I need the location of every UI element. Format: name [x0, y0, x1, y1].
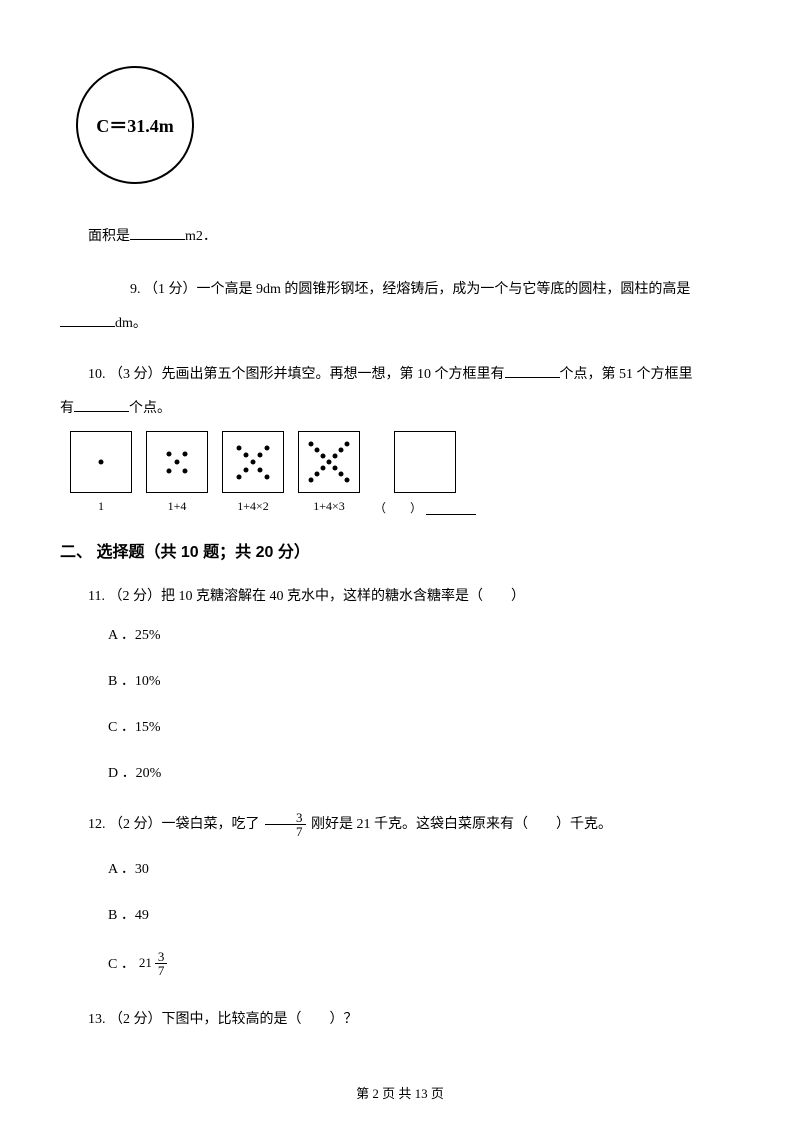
q12-b: B ．49 — [108, 904, 740, 924]
pattern-2-label: 1+4 — [168, 499, 187, 514]
q13: 13. （2 分）下图中，比较高的是（ ）？ — [60, 1003, 740, 1037]
q11: 11. （2 分）把 10 克糖溶解在 40 克水中，这样的糖水含糖率是（ ） — [60, 580, 740, 614]
q9-text: （1 分）一个高是 9dm 的圆锥形钢坯，经熔铸后，成为一个与它等底的圆柱，圆柱… — [144, 282, 690, 297]
circle-figure: C＝31.4m — [70, 60, 740, 195]
q8-unit: m2． — [185, 229, 217, 244]
q10: 10. （3 分）先画出第五个图形并填空。再想一想，第 10 个方框里有 个点，第… — [60, 358, 740, 425]
q10-text-c: 有 — [60, 401, 74, 416]
q11-a: A ．25% — [108, 624, 740, 644]
pattern-5-blank — [426, 501, 476, 515]
q8-area-line: 面积是 m2． — [88, 225, 740, 245]
pattern-row: 1 1+4 1+4×2 1+4×3 — [70, 431, 740, 516]
q11-b: B ．10% — [108, 670, 740, 690]
q10-text-d: 个点。 — [129, 401, 171, 416]
q12-fraction: 37 — [265, 811, 306, 838]
pattern-3-label: 1+4×2 — [237, 499, 269, 514]
q10-text-b: 个点，第 51 个方框里 — [560, 367, 693, 382]
q11-c: C ．15% — [108, 716, 740, 736]
circle-label: C＝31.4m — [96, 116, 174, 136]
pattern-4-label: 1+4×3 — [313, 499, 345, 514]
pattern-3: 1+4×2 — [222, 431, 284, 514]
q9-blank — [60, 313, 115, 327]
q12-c-label: C ． — [108, 953, 135, 973]
q8-prefix: 面积是 — [88, 229, 130, 244]
q10-blank2 — [74, 398, 129, 412]
q12-c-mixed: 21 37 — [139, 950, 170, 977]
q12: 12. （2 分）一袋白菜，吃了 37 刚好是 21 千克。这袋白菜原来有（ ）… — [60, 808, 740, 842]
pattern-2: 1+4 — [146, 431, 208, 514]
q12-prefix: 12. （2 分）一袋白菜，吃了 — [88, 817, 263, 832]
pattern-5-label: （ ） — [374, 499, 422, 516]
q9-suffix: dm。 — [115, 316, 147, 331]
pattern-1-label: 1 — [98, 499, 104, 514]
q10-num: 10. — [88, 367, 109, 382]
page-footer: 第 2 页 共 13 页 — [0, 1083, 800, 1102]
q10-text-a: （3 分）先画出第五个图形并填空。再想一想，第 10 个方框里有 — [109, 367, 505, 382]
q8-blank — [130, 226, 185, 240]
q12-suffix: 刚好是 21 千克。这袋白菜原来有（ ）千克。 — [308, 817, 613, 832]
q12-a: A ．30 — [108, 858, 740, 878]
q10-blank1 — [505, 364, 560, 378]
pattern-5: （ ） — [374, 431, 476, 516]
q9-num: 9. — [130, 282, 144, 297]
pattern-4: 1+4×3 — [298, 431, 360, 514]
q12-c: C ． 21 37 — [108, 950, 740, 977]
circle-svg: C＝31.4m — [70, 60, 200, 190]
q11-d: D ．20% — [108, 762, 740, 782]
section-2-title: 二、 选择题（共 10 题；共 20 分） — [60, 538, 740, 562]
q9: 9. （1 分）一个高是 9dm 的圆锥形钢坯，经熔铸后，成为一个与它等底的圆柱… — [60, 273, 740, 340]
pattern-1: 1 — [70, 431, 132, 514]
